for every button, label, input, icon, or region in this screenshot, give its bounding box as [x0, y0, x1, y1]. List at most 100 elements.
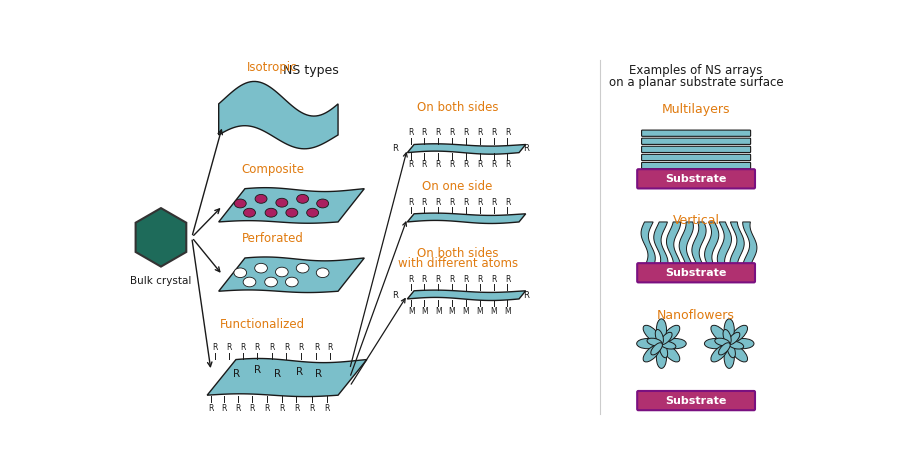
Ellipse shape [656, 347, 667, 368]
Polygon shape [641, 222, 655, 266]
Ellipse shape [651, 343, 662, 355]
Polygon shape [219, 81, 338, 149]
Text: R: R [269, 343, 274, 352]
Ellipse shape [656, 319, 667, 340]
Text: Bulk crystal: Bulk crystal [130, 276, 192, 286]
Text: R: R [523, 144, 528, 153]
Polygon shape [705, 222, 719, 266]
Text: R: R [449, 274, 454, 283]
Text: R: R [315, 368, 322, 379]
Text: R: R [255, 343, 260, 352]
Ellipse shape [307, 208, 319, 217]
Text: R: R [477, 128, 482, 137]
Text: R: R [274, 368, 282, 379]
Text: M: M [435, 306, 442, 316]
Text: R: R [328, 343, 333, 352]
Text: R: R [221, 404, 227, 413]
Polygon shape [692, 222, 706, 266]
Ellipse shape [724, 319, 734, 340]
Text: Examples of NS arrays: Examples of NS arrays [629, 64, 763, 77]
Text: M: M [504, 306, 511, 316]
Ellipse shape [285, 277, 298, 287]
Text: R: R [505, 128, 510, 137]
Text: R: R [409, 274, 414, 283]
Text: R: R [477, 274, 482, 283]
Polygon shape [408, 290, 526, 300]
Text: R: R [226, 343, 231, 352]
Text: Multilayers: Multilayers [662, 102, 731, 116]
Ellipse shape [234, 199, 247, 208]
Text: R: R [436, 128, 441, 137]
Text: Isotropic: Isotropic [248, 61, 298, 74]
Ellipse shape [275, 267, 288, 277]
Ellipse shape [636, 338, 658, 349]
FancyBboxPatch shape [637, 169, 755, 188]
Text: M: M [408, 306, 415, 316]
Text: R: R [436, 274, 441, 283]
Text: R: R [296, 367, 303, 377]
Ellipse shape [255, 263, 267, 273]
Ellipse shape [663, 345, 680, 362]
Text: Substrate: Substrate [665, 268, 727, 278]
Polygon shape [742, 222, 757, 266]
FancyBboxPatch shape [642, 130, 751, 136]
Text: R: R [491, 160, 496, 169]
Text: R: R [279, 404, 284, 413]
FancyBboxPatch shape [642, 163, 751, 169]
Text: M: M [476, 306, 483, 316]
Text: M: M [491, 306, 497, 316]
Ellipse shape [705, 338, 726, 349]
Ellipse shape [663, 325, 680, 342]
Polygon shape [667, 222, 680, 266]
Text: R: R [449, 160, 454, 169]
Text: M: M [463, 306, 469, 316]
Ellipse shape [317, 199, 328, 208]
Ellipse shape [724, 347, 734, 368]
Text: Substrate: Substrate [665, 396, 727, 406]
Text: R: R [392, 290, 398, 299]
Text: R: R [505, 160, 510, 169]
Ellipse shape [276, 198, 288, 207]
Text: R: R [421, 197, 427, 206]
Text: R: R [505, 274, 510, 283]
Text: M: M [449, 306, 455, 316]
Ellipse shape [727, 343, 735, 358]
Text: R: R [464, 128, 469, 137]
Text: R: R [324, 404, 329, 413]
Text: R: R [491, 274, 496, 283]
Text: R: R [310, 404, 315, 413]
Text: with different atoms: with different atoms [398, 258, 518, 270]
Polygon shape [653, 222, 668, 266]
Ellipse shape [711, 345, 728, 362]
Text: R: R [464, 197, 469, 206]
FancyBboxPatch shape [642, 146, 751, 152]
Text: R: R [409, 128, 414, 137]
Ellipse shape [731, 325, 748, 342]
Ellipse shape [243, 277, 256, 287]
Ellipse shape [664, 338, 686, 349]
Polygon shape [136, 208, 186, 266]
Text: R: R [491, 128, 496, 137]
Polygon shape [219, 257, 364, 292]
Text: On both sides: On both sides [417, 101, 499, 114]
FancyBboxPatch shape [637, 391, 755, 410]
Text: on a planar substrate surface: on a planar substrate surface [608, 76, 783, 89]
Text: M: M [421, 306, 428, 316]
Text: R: R [265, 404, 270, 413]
Text: R: R [436, 160, 441, 169]
Text: R: R [314, 343, 319, 352]
Polygon shape [207, 359, 367, 397]
Ellipse shape [660, 343, 668, 358]
Text: R: R [491, 197, 496, 206]
Text: R: R [293, 404, 299, 413]
Text: R: R [249, 404, 255, 413]
Ellipse shape [265, 277, 277, 287]
Ellipse shape [723, 329, 731, 344]
Ellipse shape [296, 263, 309, 273]
Ellipse shape [655, 329, 663, 344]
Text: R: R [449, 197, 454, 206]
FancyBboxPatch shape [637, 263, 755, 282]
Text: R: R [505, 197, 510, 206]
Text: R: R [409, 160, 414, 169]
Ellipse shape [286, 208, 298, 217]
